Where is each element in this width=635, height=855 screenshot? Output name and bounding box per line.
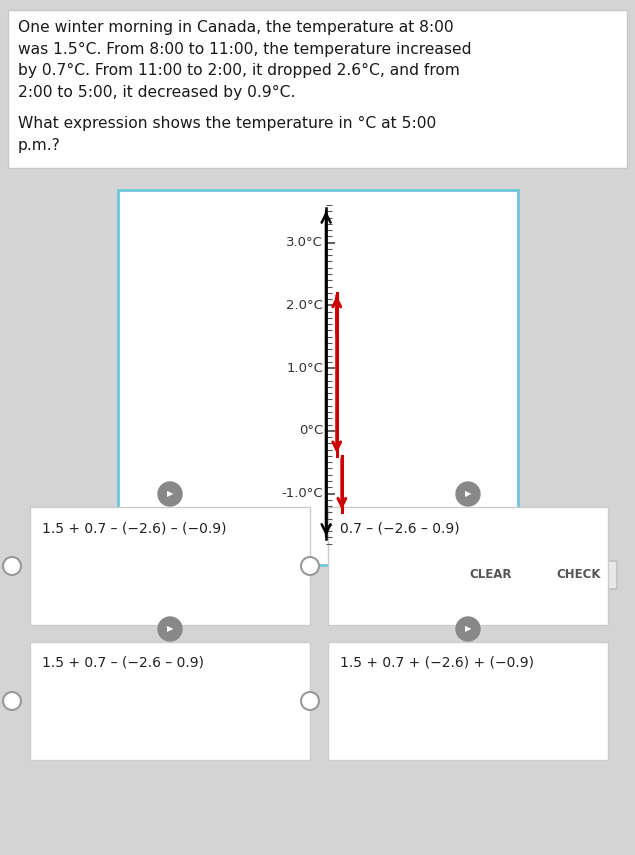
FancyBboxPatch shape (118, 190, 518, 565)
FancyBboxPatch shape (8, 10, 627, 168)
Circle shape (301, 557, 319, 575)
Text: What expression shows the temperature in °C at 5:00
p.m.?: What expression shows the temperature in… (18, 116, 436, 152)
FancyBboxPatch shape (541, 561, 617, 589)
FancyBboxPatch shape (30, 642, 310, 760)
Text: ▶: ▶ (167, 490, 173, 498)
FancyBboxPatch shape (30, 507, 310, 625)
Text: 3.0°C: 3.0°C (286, 236, 323, 249)
Text: CLEAR: CLEAR (470, 569, 512, 581)
Circle shape (158, 482, 182, 506)
Text: 0.7 – (−2.6 – 0.9): 0.7 – (−2.6 – 0.9) (340, 521, 460, 535)
Text: ▶: ▶ (465, 624, 471, 634)
Text: 1.5 + 0.7 – (−2.6 – 0.9): 1.5 + 0.7 – (−2.6 – 0.9) (42, 656, 204, 670)
Circle shape (3, 692, 21, 710)
Circle shape (456, 617, 480, 641)
Circle shape (456, 482, 480, 506)
Text: 1.0°C: 1.0°C (286, 362, 323, 374)
Text: 0°C: 0°C (299, 424, 323, 437)
Circle shape (301, 692, 319, 710)
Text: 1.5 + 0.7 – (−2.6) – (−0.9): 1.5 + 0.7 – (−2.6) – (−0.9) (42, 521, 227, 535)
Text: 1.5 + 0.7 + (−2.6) + (−0.9): 1.5 + 0.7 + (−2.6) + (−0.9) (340, 656, 534, 670)
Text: One winter morning in Canada, the temperature at 8:00
was 1.5°C. From 8:00 to 11: One winter morning in Canada, the temper… (18, 20, 472, 100)
Circle shape (3, 557, 21, 575)
Text: 2.0°C: 2.0°C (286, 299, 323, 312)
FancyBboxPatch shape (453, 561, 529, 589)
Text: CHECK: CHECK (557, 569, 601, 581)
Circle shape (158, 617, 182, 641)
FancyBboxPatch shape (328, 507, 608, 625)
Text: ▶: ▶ (465, 490, 471, 498)
Text: -1.0°C: -1.0°C (281, 487, 323, 500)
FancyBboxPatch shape (328, 642, 608, 760)
Text: ▶: ▶ (167, 624, 173, 634)
